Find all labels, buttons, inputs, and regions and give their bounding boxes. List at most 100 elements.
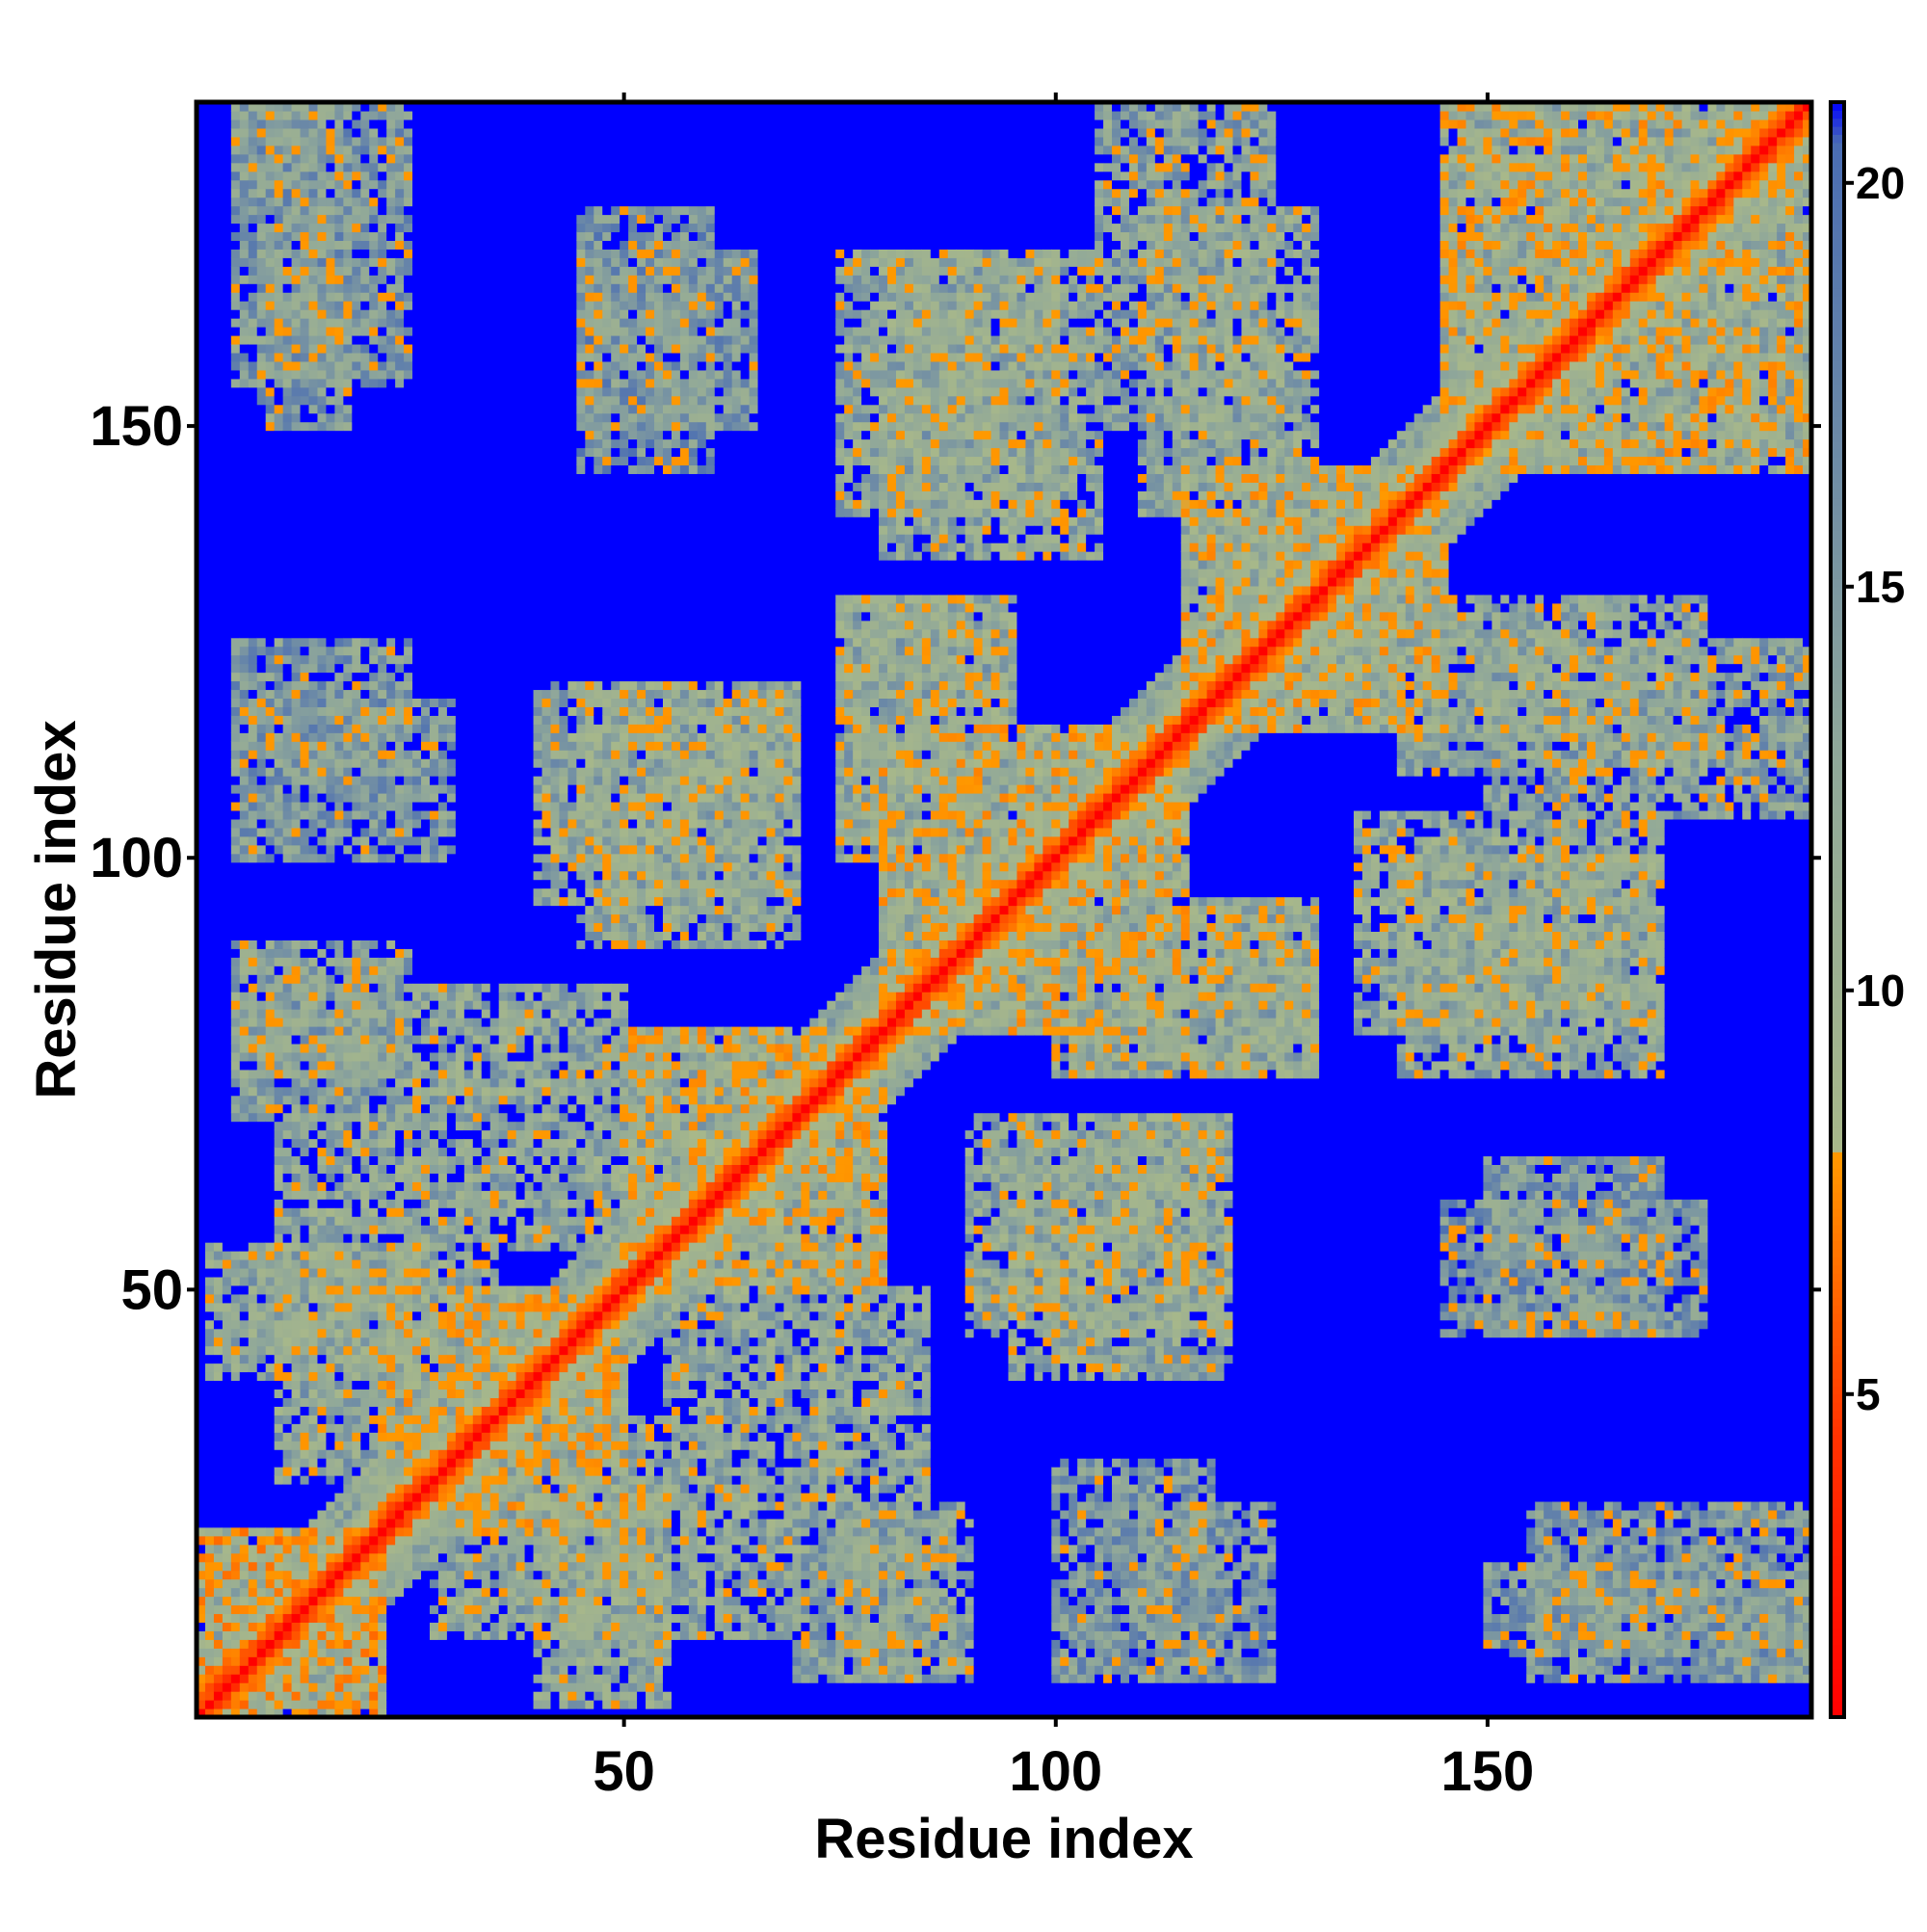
- heatmap-cell: [317, 1467, 327, 1476]
- heatmap-cell: [249, 1415, 258, 1424]
- heatmap-cell: [317, 1372, 327, 1382]
- heatmap-cell: [309, 1604, 319, 1614]
- heatmap-cell: [223, 1242, 232, 1252]
- heatmap-cell: [231, 647, 241, 656]
- heatmap-cell: [352, 1078, 361, 1088]
- heatmap-cell: [378, 1251, 387, 1260]
- heatmap-cell: [317, 931, 327, 940]
- heatmap-cell: [309, 621, 319, 630]
- heatmap-cell: [343, 1415, 353, 1424]
- heatmap-cell: [283, 1691, 293, 1701]
- heatmap-cell: [249, 776, 258, 785]
- heatmap-cell: [292, 1493, 302, 1502]
- heatmap-cell: [249, 1389, 258, 1398]
- heatmap-cell: [301, 189, 310, 198]
- heatmap-cell: [343, 327, 353, 336]
- heatmap-cell: [275, 621, 284, 630]
- heatmap-cell: [283, 1285, 293, 1295]
- heatmap-cell: [283, 1423, 293, 1433]
- heatmap-cell: [317, 456, 327, 465]
- heatmap-cell: [283, 1597, 293, 1606]
- heatmap-cell: [231, 387, 241, 397]
- heatmap-cell: [343, 534, 353, 543]
- heatmap-cell: [352, 1527, 361, 1537]
- heatmap-cell: [223, 215, 232, 225]
- heatmap-cell: [240, 1181, 250, 1191]
- heatmap-cell: [317, 1622, 327, 1631]
- heatmap-cell: [240, 560, 250, 569]
- heatmap-cell: [292, 1674, 302, 1683]
- heatmap-cell: [266, 974, 276, 984]
- heatmap-cell: [309, 1087, 319, 1097]
- heatmap-cell: [292, 396, 302, 406]
- heatmap-cell: [266, 689, 276, 699]
- heatmap-cell: [205, 1484, 215, 1494]
- heatmap-cell: [369, 819, 379, 829]
- heatmap-cell: [283, 948, 293, 958]
- heatmap-cell: [205, 1061, 215, 1071]
- heatmap-cell: [275, 595, 284, 604]
- heatmap-cell: [343, 793, 353, 803]
- heatmap-cell: [301, 1588, 310, 1598]
- heatmap-cell: [378, 724, 387, 733]
- heatmap-cell: [283, 180, 293, 190]
- heatmap-cell: [317, 128, 327, 138]
- heatmap-cell: [249, 715, 258, 725]
- heatmap-cell: [292, 1553, 302, 1563]
- heatmap-cell: [266, 819, 276, 829]
- heatmap-cell: [205, 1536, 215, 1546]
- heatmap-cell: [301, 569, 310, 578]
- heatmap-cell: [266, 1648, 276, 1657]
- heatmap-cell: [249, 1397, 258, 1407]
- heatmap-cell: [249, 1493, 258, 1502]
- heatmap-cell: [257, 1155, 267, 1165]
- heatmap-cell: [301, 1181, 310, 1191]
- heatmap-cell: [360, 1320, 370, 1330]
- heatmap-cell: [301, 1190, 310, 1200]
- heatmap-cell: [223, 612, 232, 622]
- heatmap-cell: [343, 1597, 353, 1606]
- heatmap-cell: [326, 327, 335, 336]
- heatmap-cell: [343, 137, 353, 146]
- heatmap-cell: [301, 249, 310, 258]
- heatmap-cell: [301, 1268, 310, 1278]
- heatmap-cell: [334, 163, 344, 172]
- heatmap-cell: [223, 595, 232, 604]
- heatmap-cell: [205, 1458, 215, 1468]
- heatmap-cell: [249, 1458, 258, 1468]
- heatmap-cell: [309, 1415, 319, 1424]
- heatmap-cell: [309, 154, 319, 164]
- heatmap-cell: [223, 1233, 232, 1243]
- heatmap-cell: [231, 1458, 241, 1468]
- heatmap-cell: [360, 1467, 370, 1476]
- heatmap-cell: [334, 1233, 344, 1243]
- heatmap-cell: [231, 405, 241, 414]
- heatmap-cell: [309, 292, 319, 302]
- heatmap-cell: [205, 223, 215, 232]
- heatmap-cell: [352, 1122, 361, 1131]
- heatmap-cell: [343, 1665, 353, 1675]
- heatmap-cell: [292, 966, 302, 975]
- heatmap-cell: [223, 490, 232, 500]
- heatmap-cell: [283, 146, 293, 155]
- heatmap-cell: [326, 473, 335, 483]
- heatmap-cell: [301, 1104, 310, 1114]
- heatmap-cell: [240, 1380, 250, 1389]
- heatmap-cell: [292, 534, 302, 543]
- heatmap-cell: [283, 172, 293, 181]
- heatmap-cell: [266, 137, 276, 146]
- heatmap-cell: [301, 1285, 310, 1295]
- heatmap-cell: [205, 793, 215, 803]
- heatmap-cell: [275, 240, 284, 250]
- heatmap-cell: [369, 439, 379, 449]
- heatmap-cell: [275, 146, 284, 155]
- heatmap-cell: [240, 1035, 250, 1045]
- heatmap-cell: [283, 1122, 293, 1131]
- heatmap-cell: [309, 1389, 319, 1398]
- heatmap-cell: [343, 974, 353, 984]
- heatmap-cell: [205, 680, 215, 690]
- heatmap-cell: [223, 387, 232, 397]
- heatmap-cell: [326, 1406, 335, 1416]
- heatmap-cell: [334, 1648, 344, 1657]
- heatmap-cell: [326, 1597, 335, 1606]
